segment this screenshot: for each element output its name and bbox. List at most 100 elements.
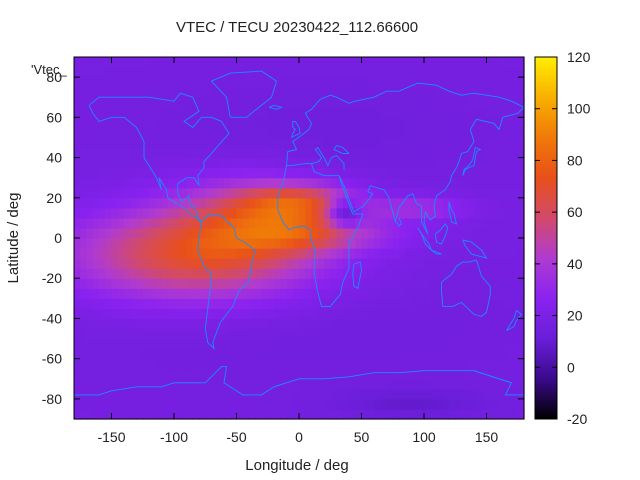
heatmap-cell (99, 167, 106, 179)
heatmap-cell (367, 207, 375, 219)
heatmap-cell (167, 308, 175, 320)
heatmap-cell (99, 67, 106, 78)
heatmap-cell (461, 288, 469, 299)
heatmap-cell (155, 288, 163, 299)
heatmap-cell (361, 117, 369, 128)
heatmap-cell (299, 368, 306, 380)
heatmap-cell (367, 57, 375, 68)
heatmap-cell (480, 97, 488, 108)
heatmap-cell (480, 137, 488, 149)
heatmap-cell (492, 398, 500, 410)
heatmap-cell (511, 137, 519, 149)
heatmap-cell (224, 298, 231, 309)
heatmap-cell (455, 107, 463, 118)
heatmap-cell (505, 308, 513, 320)
heatmap-cell (299, 328, 306, 340)
heatmap-cell (336, 258, 344, 269)
heatmap-cell (405, 348, 413, 360)
heatmap-cell (117, 238, 125, 249)
heatmap-cell (174, 338, 181, 350)
heatmap-cell (117, 107, 125, 118)
heatmap-cell (511, 368, 519, 380)
heatmap-cell (505, 258, 513, 269)
heatmap-cell (436, 207, 444, 219)
heatmap-cell (311, 117, 319, 128)
heatmap-cell (386, 117, 394, 128)
heatmap-cell (374, 227, 381, 239)
heatmap-cell (230, 217, 238, 229)
heatmap-cell (517, 278, 525, 289)
heatmap-cell (174, 127, 181, 139)
heatmap-cell (142, 107, 150, 118)
heatmap-cell (405, 87, 413, 98)
heatmap-cell (111, 207, 119, 219)
heatmap-cell (192, 358, 200, 370)
heatmap-cell (342, 378, 350, 390)
heatmap-cell (317, 408, 325, 420)
heatmap-cell (417, 117, 425, 128)
heatmap-cell (274, 258, 281, 269)
heatmap-cell (461, 398, 469, 410)
heatmap-cell (267, 57, 275, 68)
heatmap-cell (355, 348, 363, 360)
heatmap-cell (336, 298, 344, 309)
heatmap-cell (505, 177, 513, 189)
heatmap-cell (305, 197, 313, 209)
heatmap-cell (461, 197, 469, 209)
heatmap-cell (330, 127, 338, 139)
heatmap-cell (417, 298, 425, 309)
heatmap-cell (311, 288, 319, 299)
heatmap-cell (205, 398, 213, 410)
heatmap-cell (186, 167, 194, 179)
heatmap-cell (342, 127, 350, 139)
heatmap-cell (505, 268, 513, 279)
heatmap-cell (167, 187, 175, 199)
heatmap-cell (274, 298, 281, 309)
heatmap-cell (399, 87, 406, 98)
heatmap-cell (499, 368, 506, 380)
heatmap-cell (355, 87, 363, 98)
heatmap-cell (517, 298, 525, 309)
heatmap-cell (161, 248, 169, 259)
heatmap-cell (167, 238, 175, 249)
heatmap-cell (255, 348, 263, 360)
heatmap-cell (86, 217, 94, 229)
heatmap-cell (517, 338, 525, 350)
heatmap-cell (149, 207, 156, 219)
heatmap-cell (136, 77, 144, 88)
heatmap-cell (142, 187, 150, 199)
heatmap-cell (186, 248, 194, 259)
heatmap-cell (192, 288, 200, 299)
heatmap-cell (417, 147, 425, 159)
heatmap-cell (280, 238, 288, 249)
heatmap-cell (411, 197, 419, 209)
heatmap-cell (392, 278, 400, 289)
heatmap-cell (180, 288, 188, 299)
heatmap-cell (161, 127, 169, 139)
heatmap-cell (224, 348, 231, 360)
heatmap-cell (386, 248, 394, 259)
heatmap-cell (199, 217, 206, 229)
heatmap-cell (392, 127, 400, 139)
heatmap-cell (167, 328, 175, 340)
heatmap-cell (236, 258, 244, 269)
heatmap-cell (492, 207, 500, 219)
heatmap-cell (505, 217, 513, 229)
heatmap-cell (99, 227, 106, 239)
heatmap-cell (299, 77, 306, 88)
heatmap-cell (517, 348, 525, 360)
heatmap-cell (217, 268, 225, 279)
heatmap-cell (355, 187, 363, 199)
heatmap-cell (124, 248, 131, 259)
heatmap-cell (517, 378, 525, 390)
heatmap-cell (230, 127, 238, 139)
heatmap-cell (474, 278, 481, 289)
heatmap-cell (92, 288, 100, 299)
heatmap-cell (342, 197, 350, 209)
heatmap-cell (417, 137, 425, 149)
heatmap-cell (355, 358, 363, 370)
heatmap-cell (342, 388, 350, 400)
heatmap-cell (486, 147, 494, 159)
heatmap-cell (324, 117, 331, 128)
heatmap-cell (180, 298, 188, 309)
